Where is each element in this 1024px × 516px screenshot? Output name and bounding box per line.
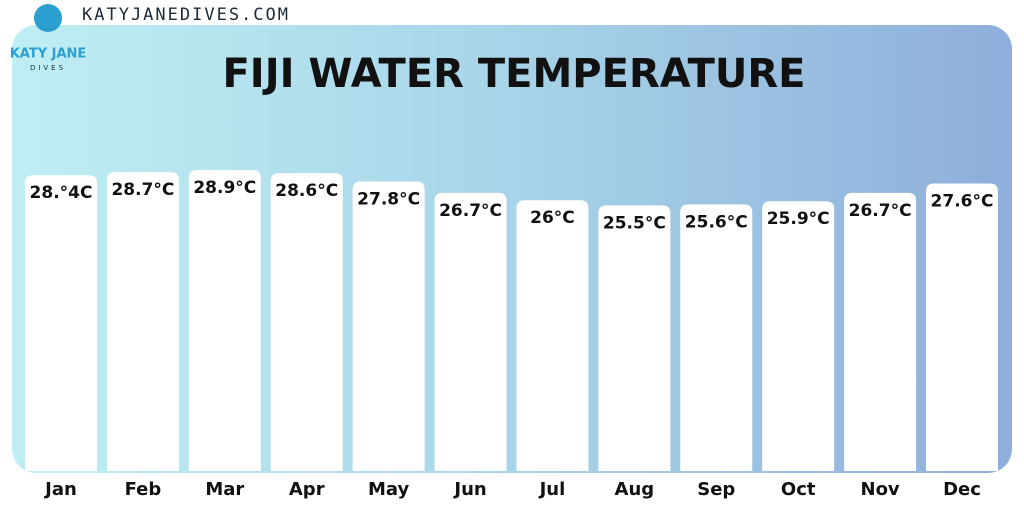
x-tick-label: Jul [538,479,566,500]
panel [12,25,1012,473]
value-label: 25.5°C [603,213,666,233]
value-label: 27.8°C [357,189,420,209]
value-label: 25.6°C [685,212,748,232]
x-tick-label: Jan [43,479,77,500]
site-url: KATYJANEDIVES.COM [82,5,290,25]
x-tick-label: Mar [205,479,244,500]
bar [680,204,753,471]
value-label: 28.7°C [111,180,174,200]
value-label: 26°C [530,208,575,228]
value-label: 25.9°C [767,209,830,229]
value-label: 28.°4C [30,183,93,203]
x-tick-label: Feb [125,479,162,500]
value-label: 28.6°C [275,181,338,201]
value-label: 27.6°C [931,192,994,212]
logo-tagline: DIVES [30,64,66,72]
logo-icon [34,4,62,32]
x-tick-label: Oct [781,479,816,500]
bar [844,192,917,471]
x-tick-label: May [368,479,410,500]
bar [598,205,671,472]
x-tick-label: Aug [615,479,655,500]
bar [25,175,97,471]
x-tick-label: Jun [452,479,486,500]
x-tick-label: Apr [289,479,325,500]
value-label: 26.7°C [439,201,502,221]
bar [188,170,261,471]
bar [106,172,179,471]
x-tick-label: Sep [697,479,735,500]
bar [352,181,425,472]
value-label: 28.9°C [193,178,256,198]
bar [516,200,589,471]
bar [270,173,343,471]
x-tick-label: Nov [861,479,900,500]
x-tick-label: Dec [943,479,981,500]
chart-title: FIJI WATER TEMPERATURE [222,51,805,97]
bar [926,183,998,471]
logo-name: KATY JANE [10,47,87,62]
value-label: 26.7°C [849,201,912,221]
bar [762,201,835,472]
bar [434,192,507,471]
